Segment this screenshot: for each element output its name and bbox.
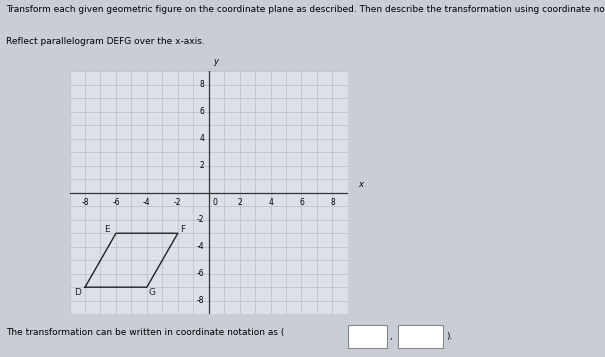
Text: 0: 0 — [212, 197, 217, 206]
Text: ,: , — [390, 332, 393, 341]
Text: 8: 8 — [199, 80, 204, 89]
Text: 4: 4 — [268, 197, 273, 206]
Text: D: D — [74, 288, 80, 297]
Text: F: F — [180, 225, 185, 234]
Text: 8: 8 — [330, 197, 335, 206]
Text: 6: 6 — [299, 197, 304, 206]
Text: -8: -8 — [81, 197, 89, 206]
Text: 4: 4 — [199, 134, 204, 143]
Text: -4: -4 — [143, 197, 151, 206]
Text: -8: -8 — [197, 296, 204, 305]
Text: G: G — [149, 288, 156, 297]
Text: 6: 6 — [199, 107, 204, 116]
Text: Transform each given geometric figure on the coordinate plane as described. Then: Transform each given geometric figure on… — [6, 5, 605, 14]
Text: 2: 2 — [199, 161, 204, 170]
Text: -2: -2 — [174, 197, 182, 206]
Text: -2: -2 — [197, 215, 204, 224]
Text: -6: -6 — [112, 197, 120, 206]
Text: -4: -4 — [197, 242, 204, 251]
Text: Reflect parallelogram DEFG over the x-axis.: Reflect parallelogram DEFG over the x-ax… — [6, 37, 205, 46]
Text: E: E — [104, 225, 110, 234]
Text: x: x — [358, 180, 363, 190]
Text: ).: ). — [446, 332, 453, 341]
Text: -6: -6 — [197, 269, 204, 278]
Text: 2: 2 — [237, 197, 242, 206]
Text: y: y — [214, 57, 218, 66]
Text: The transformation can be written in coordinate notation as (: The transformation can be written in coo… — [6, 327, 284, 337]
